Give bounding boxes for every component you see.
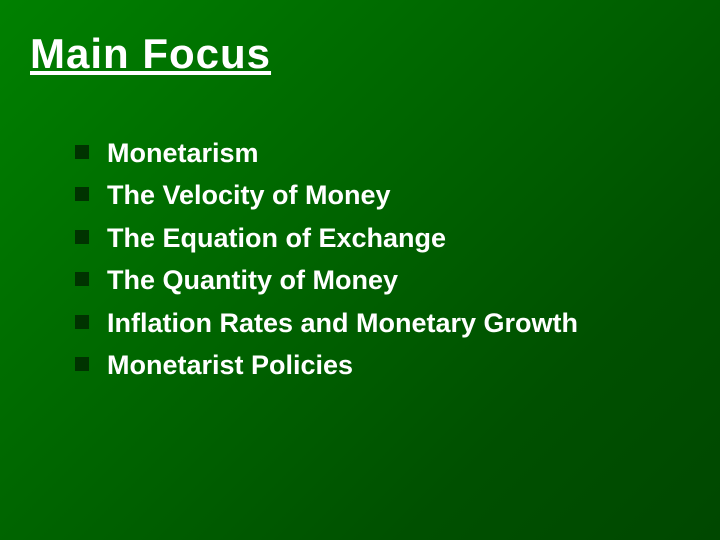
bullet-text: The Velocity of Money xyxy=(107,177,680,213)
list-item: Monetarist Policies xyxy=(75,347,680,383)
bullet-text: Inflation Rates and Monetary Growth xyxy=(107,305,680,341)
list-item: Monetarism xyxy=(75,135,680,171)
square-bullet-icon xyxy=(75,230,89,244)
bullet-text: Monetarist Policies xyxy=(107,347,680,383)
bullet-text: The Quantity of Money xyxy=(107,262,680,298)
slide: Main Focus Monetarism The Velocity of Mo… xyxy=(0,0,720,540)
square-bullet-icon xyxy=(75,145,89,159)
square-bullet-icon xyxy=(75,272,89,286)
list-item: The Quantity of Money xyxy=(75,262,680,298)
square-bullet-icon xyxy=(75,315,89,329)
bullet-list: Monetarism The Velocity of Money The Equ… xyxy=(75,135,680,390)
bullet-text: Monetarism xyxy=(107,135,680,171)
square-bullet-icon xyxy=(75,187,89,201)
square-bullet-icon xyxy=(75,357,89,371)
slide-title: Main Focus xyxy=(30,30,271,78)
list-item: The Velocity of Money xyxy=(75,177,680,213)
list-item: The Equation of Exchange xyxy=(75,220,680,256)
list-item: Inflation Rates and Monetary Growth xyxy=(75,305,680,341)
bullet-text: The Equation of Exchange xyxy=(107,220,680,256)
